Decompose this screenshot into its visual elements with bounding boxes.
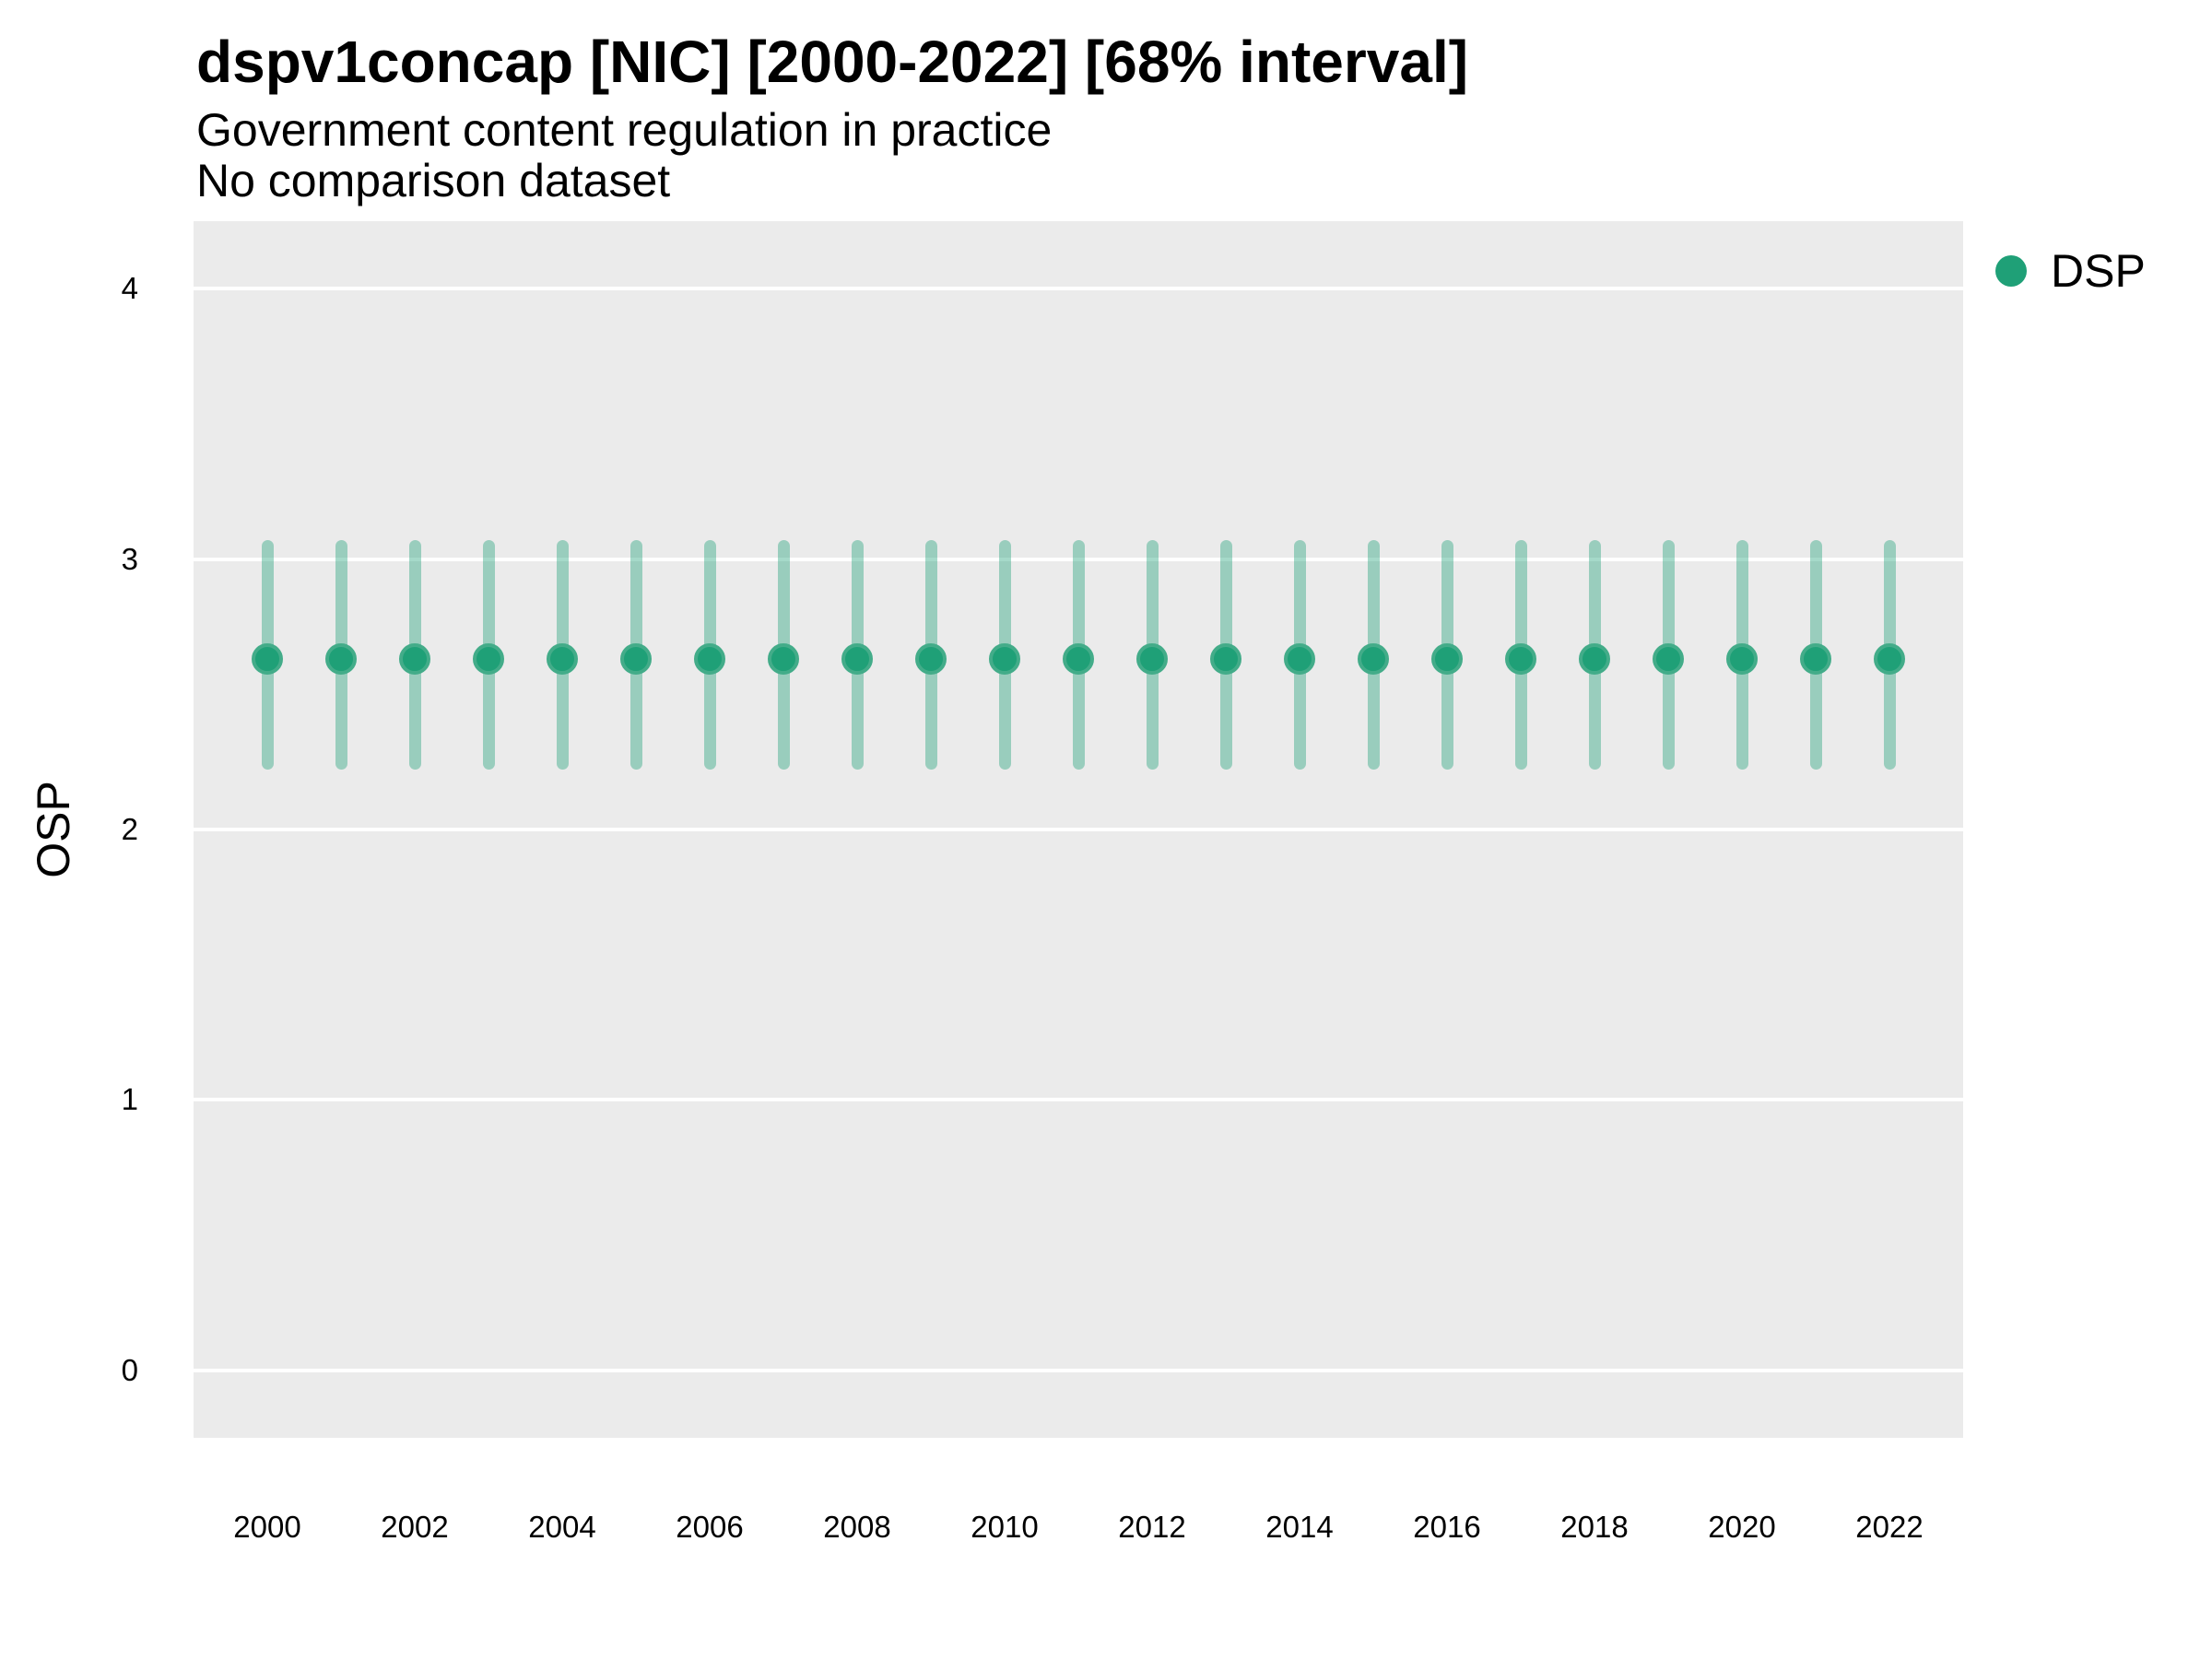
- x-tick-label: 2010: [971, 1510, 1039, 1544]
- point-estimate-2012: [1136, 643, 1168, 676]
- y-tick-label: 3: [121, 541, 138, 576]
- point-estimate-2001: [325, 643, 357, 676]
- y-tick-label: 2: [121, 812, 138, 846]
- x-tick-label: 2002: [381, 1510, 449, 1544]
- point-estimate-2013: [1210, 643, 1241, 676]
- point-estimate-2010: [989, 643, 1020, 676]
- gridline-y-2: [194, 828, 1963, 831]
- point-estimate-2015: [1358, 643, 1389, 676]
- point-estimate-2017: [1505, 643, 1536, 676]
- point-estimate-2014: [1284, 643, 1315, 676]
- point-estimate-2021: [1800, 643, 1831, 676]
- point-estimate-2020: [1726, 643, 1758, 676]
- legend: DSP: [1995, 245, 2146, 297]
- point-estimate-2007: [768, 643, 799, 676]
- gridline-y-0: [194, 1368, 1963, 1372]
- x-tick-label: 2022: [1855, 1510, 1924, 1544]
- gridline-y-4: [194, 287, 1963, 291]
- chart-comparison-note: No comparison dataset: [196, 155, 671, 206]
- x-tick-label: 2012: [1118, 1510, 1186, 1544]
- x-tick-label: 2006: [676, 1510, 744, 1544]
- point-estimate-2002: [399, 643, 430, 676]
- point-estimate-2022: [1874, 643, 1905, 676]
- point-estimate-2016: [1431, 643, 1463, 676]
- point-estimate-2005: [620, 643, 652, 676]
- point-estimate-2011: [1063, 643, 1094, 676]
- point-estimate-2018: [1579, 643, 1610, 676]
- y-tick-label: 4: [121, 271, 138, 306]
- point-estimate-2008: [841, 643, 873, 676]
- x-tick-label: 2018: [1560, 1510, 1629, 1544]
- point-estimate-2019: [1653, 643, 1684, 676]
- point-estimate-2003: [473, 643, 504, 676]
- x-tick-label: 2014: [1265, 1510, 1334, 1544]
- point-estimate-2009: [915, 643, 947, 676]
- x-tick-label: 2000: [233, 1510, 301, 1544]
- legend-dsp-dot-icon: [1995, 255, 2027, 287]
- x-tick-label: 2004: [528, 1510, 596, 1544]
- gridline-y-1: [194, 1098, 1963, 1102]
- plot-panel: [194, 221, 1963, 1438]
- y-tick-label: 1: [121, 1082, 138, 1117]
- point-estimate-2004: [547, 643, 578, 676]
- point-estimate-2000: [252, 643, 283, 676]
- point-estimate-2006: [694, 643, 725, 676]
- legend-dsp-label: DSP: [2051, 245, 2146, 297]
- x-tick-label: 2016: [1413, 1510, 1481, 1544]
- x-tick-label: 2020: [1708, 1510, 1776, 1544]
- x-tick-label: 2008: [823, 1510, 891, 1544]
- y-tick-label: 0: [121, 1352, 138, 1387]
- chart-subtitle: Government content regulation in practic…: [196, 104, 1053, 156]
- chart-title: dspv1concap [NIC] [2000-2022] [68% inter…: [196, 29, 1469, 95]
- gridline-y-3: [194, 557, 1963, 561]
